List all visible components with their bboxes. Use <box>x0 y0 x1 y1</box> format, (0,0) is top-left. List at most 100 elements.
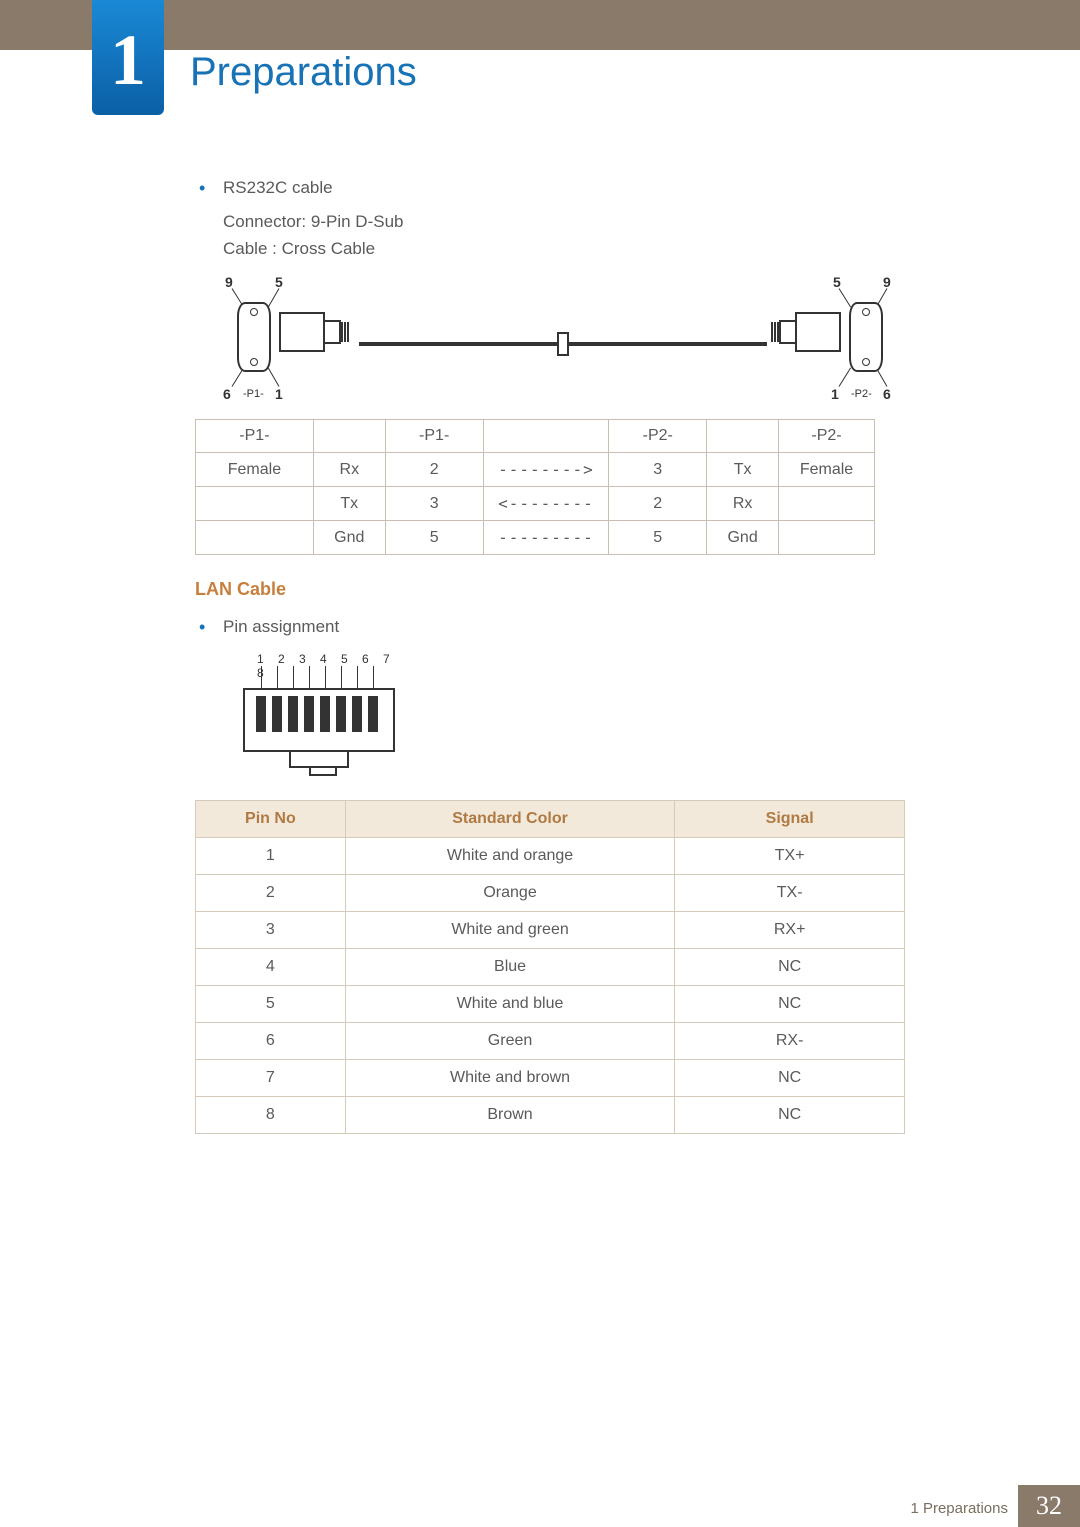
rj45-wire <box>261 666 262 688</box>
plug-left <box>279 302 349 362</box>
rj45-wire <box>325 666 326 688</box>
lan-bullet-text: Pin assignment <box>223 617 339 636</box>
cell <box>313 420 385 453</box>
rj45-wire <box>373 666 374 688</box>
cell: NC <box>675 986 905 1023</box>
table-row: 5White and blueNC <box>196 986 905 1023</box>
lan-bullet: Pin assignment <box>195 614 905 640</box>
lan-list: Pin assignment <box>195 614 905 640</box>
table-header-row: Pin No Standard Color Signal <box>196 801 905 838</box>
cable-ferrite <box>557 332 569 356</box>
rj45-pad <box>320 696 330 732</box>
footer-page-number: 32 <box>1018 1485 1080 1527</box>
chapter-number: 1 <box>92 24 164 96</box>
rj45-wire <box>341 666 342 688</box>
cell: 6 <box>196 1023 346 1060</box>
footer-label: 1 Preparations <box>910 1500 1008 1517</box>
leader <box>268 288 280 308</box>
cell: 3 <box>385 487 483 521</box>
dsub-left <box>237 302 271 372</box>
rj45-pad <box>288 696 298 732</box>
rj45-pad <box>336 696 346 732</box>
table-row: 7White and brownNC <box>196 1060 905 1097</box>
cell: White and orange <box>345 838 675 875</box>
fig-label: 1 <box>831 386 839 402</box>
table-row: Female Rx 2 --------> 3 Tx Female <box>196 453 875 487</box>
cell <box>779 487 875 521</box>
cell: 7 <box>196 1060 346 1097</box>
fig-label: 6 <box>223 386 231 402</box>
table-row: 6GreenRX- <box>196 1023 905 1060</box>
cell: --------- <box>483 521 609 555</box>
rj45-wire <box>309 666 310 688</box>
table-row: 8BrownNC <box>196 1097 905 1134</box>
cell: 3 <box>609 453 707 487</box>
cell: --------> <box>483 453 609 487</box>
cell <box>196 487 314 521</box>
rj45-pad <box>368 696 378 732</box>
col-header: Pin No <box>196 801 346 838</box>
plug-right <box>771 302 841 362</box>
rj45-pad <box>272 696 282 732</box>
leader <box>839 368 852 387</box>
rj45-pad <box>304 696 314 732</box>
table-row: Gnd 5 --------- 5 Gnd <box>196 521 875 555</box>
rj45-wire <box>357 666 358 688</box>
rj45-pad <box>352 696 362 732</box>
col-header: Signal <box>675 801 905 838</box>
rs232-list: RS232C cable <box>195 175 905 201</box>
cell: Blue <box>345 949 675 986</box>
rj45-pad <box>256 696 266 732</box>
rj45-clip <box>289 752 349 768</box>
cell: 2 <box>385 453 483 487</box>
rs232-cable-figure: 9 5 6 -P1- 1 5 9 1 -P2- 6 <box>223 274 905 409</box>
col-header: Standard Color <box>345 801 675 838</box>
cell <box>779 521 875 555</box>
cell <box>707 420 779 453</box>
cell: Gnd <box>707 521 779 555</box>
cell: Tx <box>707 453 779 487</box>
cell: 5 <box>385 521 483 555</box>
table-row: -P1- -P1- -P2- -P2- <box>196 420 875 453</box>
lan-heading: LAN Cable <box>195 579 905 600</box>
cell: 4 <box>196 949 346 986</box>
rs232-pin-table: -P1- -P1- -P2- -P2- Female Rx 2 --------… <box>195 419 875 555</box>
fig-label: -P2- <box>851 388 872 400</box>
cell: 3 <box>196 912 346 949</box>
cell: Tx <box>313 487 385 521</box>
table-row: Tx 3 <-------- 2 Rx <box>196 487 875 521</box>
fig-label: 1 <box>275 386 283 402</box>
rs232-line1: Connector: 9-Pin D-Sub <box>223 209 905 235</box>
cell: -P1- <box>196 420 314 453</box>
cell: White and green <box>345 912 675 949</box>
rs232-line2: Cable : Cross Cable <box>223 236 905 262</box>
page-content: RS232C cable Connector: 9-Pin D-Sub Cabl… <box>195 175 905 1134</box>
cell: Rx <box>707 487 779 521</box>
cell: 5 <box>196 986 346 1023</box>
cell: NC <box>675 1097 905 1134</box>
cell: TX+ <box>675 838 905 875</box>
cell: White and blue <box>345 986 675 1023</box>
cell: White and brown <box>345 1060 675 1097</box>
rj45-wire <box>293 666 294 688</box>
cell: 2 <box>609 487 707 521</box>
page-footer: 1 Preparations 32 <box>0 1485 1080 1527</box>
cell: NC <box>675 1060 905 1097</box>
lan-pin-table: Pin No Standard Color Signal 1White and … <box>195 800 905 1134</box>
cell: Female <box>196 453 314 487</box>
chapter-badge: 1 <box>92 0 164 115</box>
cell: <-------- <box>483 487 609 521</box>
table-row: 3White and greenRX+ <box>196 912 905 949</box>
cell: NC <box>675 949 905 986</box>
cell: -P2- <box>779 420 875 453</box>
cell: Green <box>345 1023 675 1060</box>
leader <box>268 367 280 387</box>
fig-label: -P1- <box>243 388 264 400</box>
cell: -P1- <box>385 420 483 453</box>
cell: 2 <box>196 875 346 912</box>
cell: Orange <box>345 875 675 912</box>
cell: RX- <box>675 1023 905 1060</box>
dsub-right <box>849 302 883 372</box>
cell: 1 <box>196 838 346 875</box>
rj45-numbers: 1 2 3 4 5 6 7 8 <box>257 652 405 680</box>
